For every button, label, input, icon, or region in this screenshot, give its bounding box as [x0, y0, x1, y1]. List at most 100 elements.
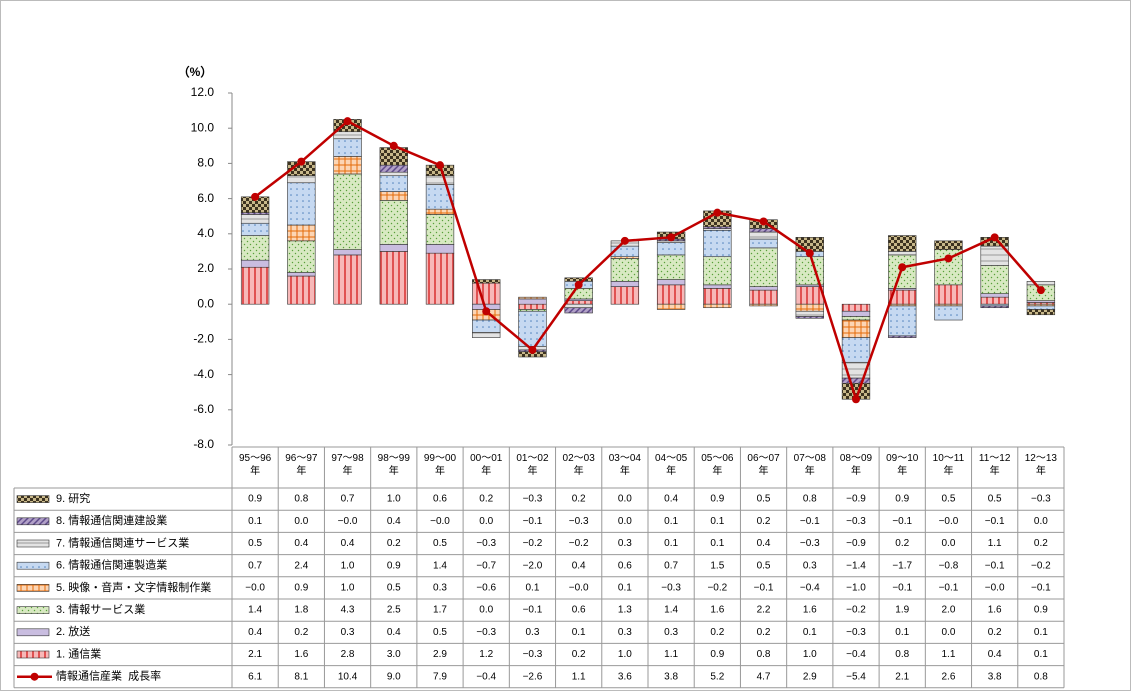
bar-segment — [888, 251, 917, 256]
x-tick-label: 01～02 年 — [516, 453, 549, 477]
table-value: 1.8 — [294, 605, 308, 616]
table-value: −0.3 — [476, 627, 496, 638]
table-value: −0.3 — [846, 516, 866, 527]
x-tick-label: 11～12 年 — [978, 453, 1011, 477]
table-value: 0.4 — [387, 627, 401, 638]
bar-segment — [518, 310, 547, 347]
table-value: 2.9 — [433, 649, 447, 660]
table-value: 0.6 — [572, 605, 586, 616]
bar-segment — [934, 284, 963, 305]
table-value: 0.0 — [479, 605, 493, 616]
table-value: −2.6 — [523, 671, 543, 682]
table-value: −0.4 — [800, 583, 820, 594]
table-value: 0.1 — [572, 627, 586, 638]
bar-segment — [888, 254, 917, 289]
y-tick-label: -6.0 — [193, 402, 214, 416]
table-value: 0.3 — [341, 627, 355, 638]
table-value: 0.1 — [618, 583, 632, 594]
table-value: 0.2 — [757, 516, 771, 527]
table-value: 4.3 — [341, 605, 355, 616]
bar-segment — [240, 235, 270, 261]
table-value: 1.6 — [803, 605, 817, 616]
bar-segment — [888, 335, 917, 338]
table-value: 0.3 — [618, 538, 632, 549]
bar-segment — [379, 164, 408, 173]
table-value: 0.1 — [710, 538, 724, 549]
bar-segment — [888, 305, 917, 337]
table-value: 0.6 — [618, 560, 632, 571]
x-tick-label: 08～09 年 — [839, 453, 873, 477]
bar-segment — [749, 231, 778, 240]
bar-segment — [656, 279, 686, 286]
bar-segment — [287, 224, 316, 242]
table-value: 0.4 — [248, 627, 262, 638]
table-value: 2.4 — [294, 560, 308, 571]
table-value: 0.0 — [941, 627, 955, 638]
table-value: 2.2 — [757, 605, 771, 616]
y-tick-label: -2.0 — [193, 332, 214, 346]
table-value: 1.6 — [294, 649, 308, 660]
table-value: −0.0 — [985, 583, 1005, 594]
table-value: 1.6 — [710, 605, 724, 616]
bar-segment — [656, 254, 686, 280]
bar-segment — [841, 310, 871, 317]
bar-segment — [749, 247, 778, 287]
bar-segment — [1026, 309, 1056, 316]
legend-label: 情報通信産業 成長率 — [56, 669, 161, 683]
bar-segment — [841, 303, 871, 312]
bar-segment — [980, 296, 1009, 305]
legend-key — [16, 539, 50, 548]
table-value: 0.9 — [710, 494, 724, 505]
bar-segment — [379, 244, 408, 252]
table-value: −0.3 — [1031, 494, 1051, 505]
bar-segment — [518, 298, 547, 305]
table-value: 4.7 — [757, 671, 771, 682]
bar-segment — [379, 200, 408, 245]
table-value: 1.0 — [341, 560, 355, 571]
table-value: 0.3 — [618, 627, 632, 638]
table-value: 1.4 — [664, 605, 678, 616]
table-value: 1.1 — [988, 538, 1002, 549]
legend-label: 8. 情報通信関連建設業 — [56, 513, 167, 527]
table-value: −0.2 — [1031, 560, 1051, 571]
bar-segment — [379, 251, 408, 305]
table-value: 0.0 — [618, 494, 632, 505]
legend-label: 2. 放送 — [56, 624, 90, 638]
table-value: 0.7 — [248, 560, 262, 571]
line-point — [852, 395, 860, 404]
table-value: −0.0 — [939, 516, 959, 527]
bar-segment — [656, 242, 686, 256]
table-value: −0.0 — [569, 583, 589, 594]
line-point — [482, 307, 491, 316]
bar-segment — [564, 277, 593, 282]
x-tick-label: 05～06 年 — [701, 453, 734, 477]
bar-segment — [287, 182, 316, 226]
bar-segment — [703, 288, 732, 305]
table-value: −0.3 — [569, 516, 589, 527]
table-value: −0.9 — [846, 494, 866, 505]
table-value: 2.9 — [803, 671, 817, 682]
table-value: −0.4 — [846, 649, 866, 660]
bar-segment — [610, 286, 640, 305]
bar-segment — [795, 316, 824, 319]
bar-segment — [379, 175, 408, 192]
bar-segment — [749, 289, 778, 305]
bar-segment — [610, 281, 640, 287]
table-value: 0.1 — [895, 627, 909, 638]
legend-key — [16, 606, 50, 614]
x-tick-label: 09～10 年 — [886, 453, 919, 477]
table-value: 0.5 — [988, 494, 1002, 505]
x-tick-label: 95～96 年 — [238, 453, 272, 477]
x-tick-label: 12～13 年 — [1024, 453, 1057, 477]
bar-segment — [749, 238, 778, 249]
legend-label: 7. 情報通信関連サービス業 — [56, 535, 189, 549]
table-value: −0.3 — [800, 538, 820, 549]
bar-segment — [472, 282, 501, 305]
bar-segment — [472, 279, 501, 284]
table-value: 1.0 — [618, 649, 632, 660]
table-value: 1.6 — [988, 605, 1002, 616]
table-value: −0.2 — [569, 538, 589, 549]
bar-segment — [333, 173, 362, 250]
